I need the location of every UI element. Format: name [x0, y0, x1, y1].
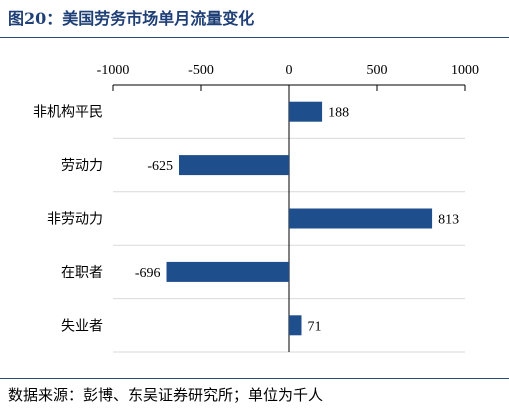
- footer-rule: [0, 378, 509, 379]
- data-label: -625: [147, 159, 173, 174]
- bar: [289, 208, 433, 229]
- bar: [179, 155, 289, 176]
- bar: [289, 101, 323, 122]
- source-note: 数据来源：彭博、东吴证券研究所；单位为千人: [8, 386, 324, 404]
- x-tick-label: 1000: [451, 63, 479, 78]
- category-label: 非劳动力: [47, 212, 103, 228]
- bar: [289, 315, 302, 336]
- category-label: 劳动力: [61, 158, 103, 174]
- bar: [166, 261, 289, 282]
- category-label: 非机构平民: [33, 105, 103, 121]
- x-tick-label: 0: [286, 63, 293, 78]
- category-label: 在职者: [61, 265, 103, 281]
- title-bar: 图20：美国劳务市场单月流量变化: [0, 0, 509, 38]
- category-label: 失业者: [61, 318, 103, 334]
- data-label: 188: [328, 106, 349, 121]
- bar-chart: -1000 -500 0 500 1000 188 非机构平民 -625 劳动力 813 非劳动力 -…: [33, 63, 479, 353]
- data-label: 71: [307, 319, 321, 334]
- x-tick-label: 500: [367, 63, 388, 78]
- figure-title: 图20：美国劳务市场单月流量变化: [8, 9, 255, 28]
- x-tick-label: -500: [188, 63, 214, 78]
- data-label: 813: [438, 213, 459, 228]
- data-label: -696: [135, 266, 161, 281]
- x-tick-label: -1000: [97, 63, 130, 78]
